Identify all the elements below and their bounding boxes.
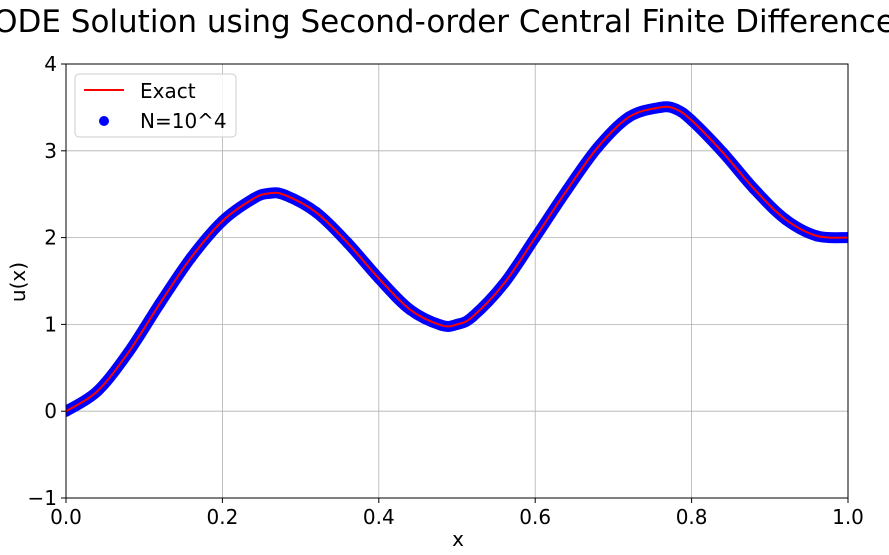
tick-labels: 0.0 0.2 0.4 0.6 0.8 1.0 −1 0 1 2 3 4 [28, 52, 864, 529]
x-tick-label: 0.2 [206, 505, 238, 529]
x-tick-label: 1.0 [832, 505, 864, 529]
x-tick-label: 0.6 [519, 505, 551, 529]
y-tick-label: 4 [44, 52, 57, 76]
legend-exact-label: Exact [140, 79, 196, 103]
series-line-exact [66, 105, 848, 413]
x-axis-label: x [452, 527, 464, 551]
legend-scatter-label: N=10^4 [140, 109, 227, 133]
legend-scatter-swatch [99, 116, 109, 126]
x-tick-label: 0.8 [676, 505, 708, 529]
chart-title: ODE Solution using Second-order Central … [0, 4, 889, 40]
y-tick-label: 2 [44, 226, 57, 250]
y-axis-label: u(x) [6, 262, 30, 302]
legend: Exact N=10^4 [74, 73, 237, 138]
x-tick-label: 0.0 [50, 505, 82, 529]
y-tick-label: 0 [44, 399, 57, 423]
y-tick-label: 1 [44, 312, 57, 336]
ticks [61, 63, 849, 503]
x-tick-label: 0.4 [363, 505, 395, 529]
y-tick-label: −1 [28, 486, 57, 510]
series-scatter-n10-4 [66, 101, 848, 417]
scatter-points [66, 101, 848, 417]
plot-frame [65, 63, 849, 499]
y-tick-label: 3 [44, 139, 57, 163]
